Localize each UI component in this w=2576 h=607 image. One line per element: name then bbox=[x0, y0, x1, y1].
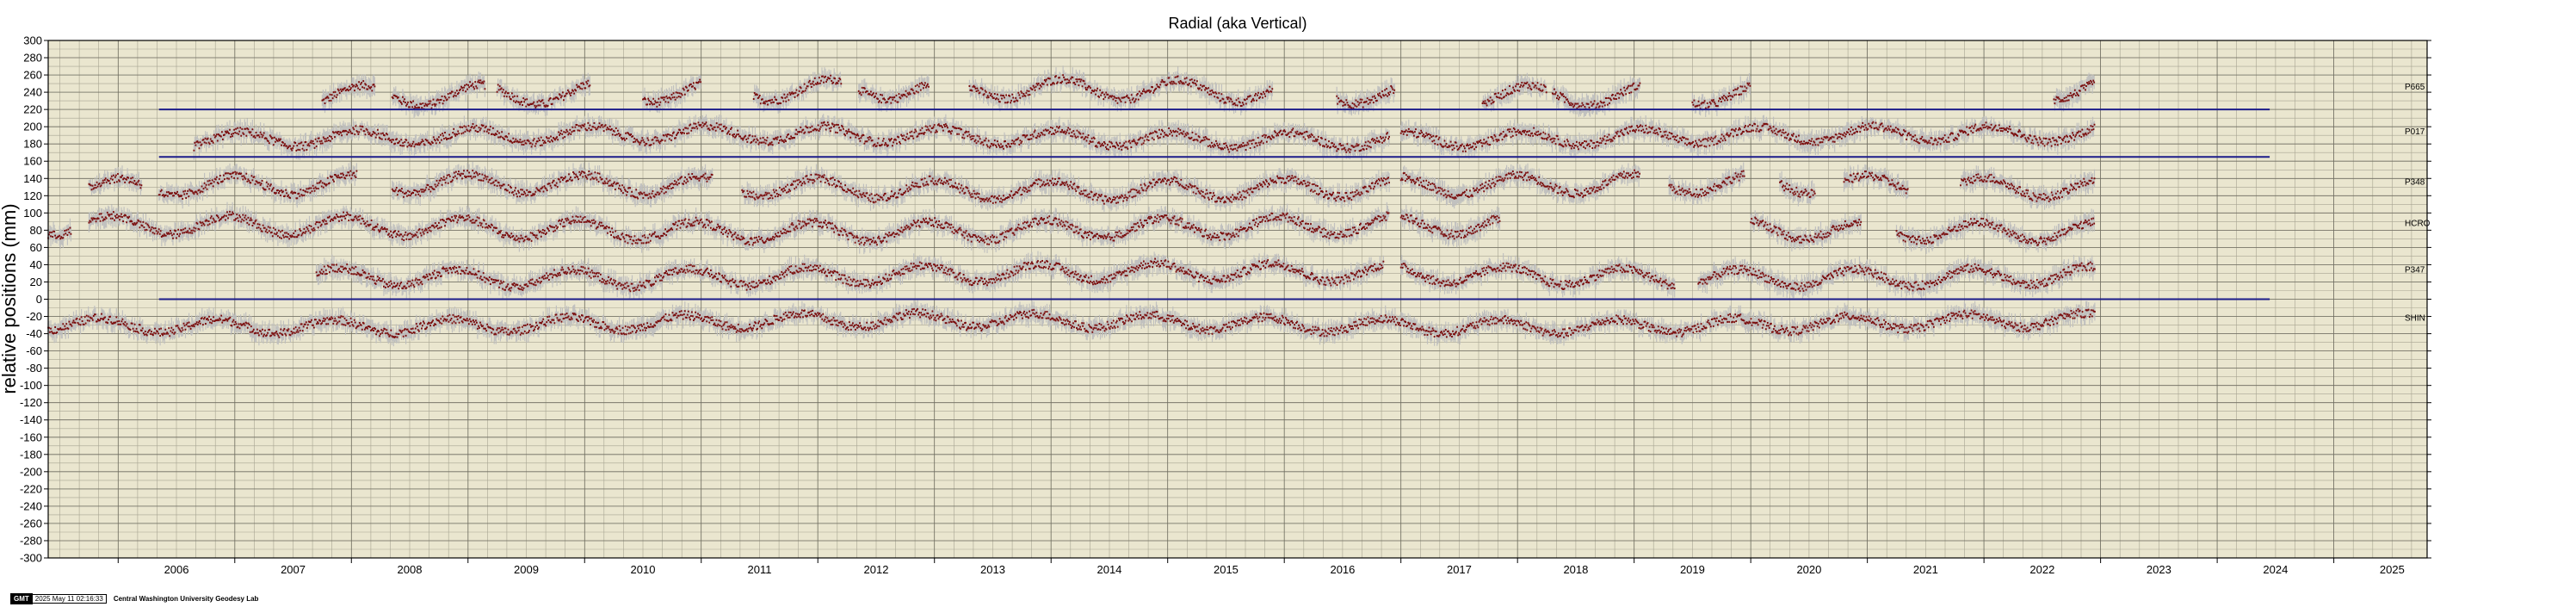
y-tick-label: -80 bbox=[26, 362, 42, 375]
y-tick-label: -200 bbox=[20, 465, 42, 478]
y-tick-label: -120 bbox=[20, 396, 42, 409]
station-label-shin: SHIN bbox=[2405, 314, 2425, 324]
y-tick-label: 200 bbox=[23, 121, 42, 133]
y-tick-label: 60 bbox=[30, 241, 42, 254]
chart-title: Radial (aka Vertical) bbox=[1168, 15, 1307, 32]
gmt-timestamp: GMT 2025 May 11 02:16:33 Central Washing… bbox=[10, 593, 259, 604]
y-tick-label: -140 bbox=[20, 413, 42, 426]
x-tick-label: 2022 bbox=[2029, 563, 2054, 576]
x-tick-label: 2007 bbox=[281, 563, 306, 576]
series-p017 bbox=[193, 121, 2096, 153]
y-axis: -300-280-260-240-220-200-180-160-140-120… bbox=[20, 34, 2431, 565]
x-tick-label: 2013 bbox=[980, 563, 1005, 576]
x-axis: 2006 2007 2008 2009 2010 2011 2012 2013 2014 2015… bbox=[117, 558, 2405, 576]
y-tick-label: -60 bbox=[26, 344, 42, 357]
series-p665 bbox=[321, 74, 2096, 111]
x-tick-label: 2023 bbox=[2147, 563, 2171, 576]
y-tick-label: -180 bbox=[20, 448, 42, 461]
x-tick-label: 2024 bbox=[2263, 563, 2288, 576]
y-tick-label: 280 bbox=[23, 52, 42, 65]
y-tick-label: 40 bbox=[30, 258, 42, 271]
x-tick-label: 2018 bbox=[1563, 563, 1588, 576]
y-tick-label: -240 bbox=[20, 499, 42, 512]
station-labels: P665 P017 P348 HCRO P347 SHIN bbox=[2405, 83, 2431, 323]
x-tick-label: 2015 bbox=[1214, 563, 1239, 576]
y-tick-label: 140 bbox=[23, 172, 42, 185]
y-tick-label: 220 bbox=[23, 103, 42, 116]
y-tick-label: -100 bbox=[20, 379, 42, 392]
y-tick-label: -160 bbox=[20, 430, 42, 443]
x-tick-label: 2025 bbox=[2380, 563, 2405, 576]
station-label-p347: P347 bbox=[2405, 265, 2425, 275]
series-p348 bbox=[88, 169, 2096, 205]
y-tick-label: 160 bbox=[23, 155, 42, 168]
y-tick-label: 240 bbox=[23, 86, 42, 99]
station-label-hcro: HCRO bbox=[2405, 219, 2431, 228]
x-tick-label: 2008 bbox=[398, 563, 423, 576]
y-tick-label: -260 bbox=[20, 517, 42, 530]
x-tick-label: 2010 bbox=[631, 563, 656, 576]
x-tick-label: 2016 bbox=[1330, 563, 1355, 576]
x-tick-label: 2014 bbox=[1096, 563, 1121, 576]
x-tick-label: 2021 bbox=[1913, 563, 1938, 576]
y-tick-label: -20 bbox=[26, 310, 42, 323]
y-tick-label: -220 bbox=[20, 482, 42, 495]
x-tick-label: 2020 bbox=[1796, 563, 1821, 576]
x-tick-label: 2006 bbox=[164, 563, 189, 576]
series-p347 bbox=[315, 257, 2096, 293]
x-tick-label: 2012 bbox=[864, 563, 889, 576]
y-tick-label: -40 bbox=[26, 327, 42, 340]
y-tick-label: 300 bbox=[23, 34, 42, 47]
timestamp: 2025 May 11 02:16:33 bbox=[32, 594, 107, 604]
x-tick-label: 2009 bbox=[514, 563, 539, 576]
station-label-p017: P017 bbox=[2405, 127, 2425, 137]
y-tick-label: 180 bbox=[23, 138, 42, 151]
y-tick-label: -280 bbox=[20, 534, 42, 547]
data-points bbox=[47, 74, 2096, 338]
station-label-p665: P665 bbox=[2405, 83, 2425, 92]
y-tick-label: -300 bbox=[20, 552, 42, 565]
lab-credit: Central Washington University Geodesy La… bbox=[113, 595, 259, 603]
reference-lines bbox=[158, 108, 2270, 300]
y-tick-label: 80 bbox=[30, 224, 42, 237]
y-tick-label: 0 bbox=[36, 293, 42, 306]
y-tick-label: 20 bbox=[30, 276, 42, 288]
y-axis-label: relative positions (mm) bbox=[0, 203, 20, 393]
y-tick-label: 120 bbox=[23, 189, 42, 202]
x-tick-label: 2017 bbox=[1447, 563, 1472, 576]
gmt-logo: GMT bbox=[10, 593, 33, 604]
station-label-p348: P348 bbox=[2405, 177, 2425, 187]
x-tick-label: 2011 bbox=[748, 563, 772, 576]
y-tick-label: 100 bbox=[23, 207, 42, 220]
y-tick-label: 260 bbox=[23, 69, 42, 82]
x-tick-label: 2019 bbox=[1680, 563, 1705, 576]
